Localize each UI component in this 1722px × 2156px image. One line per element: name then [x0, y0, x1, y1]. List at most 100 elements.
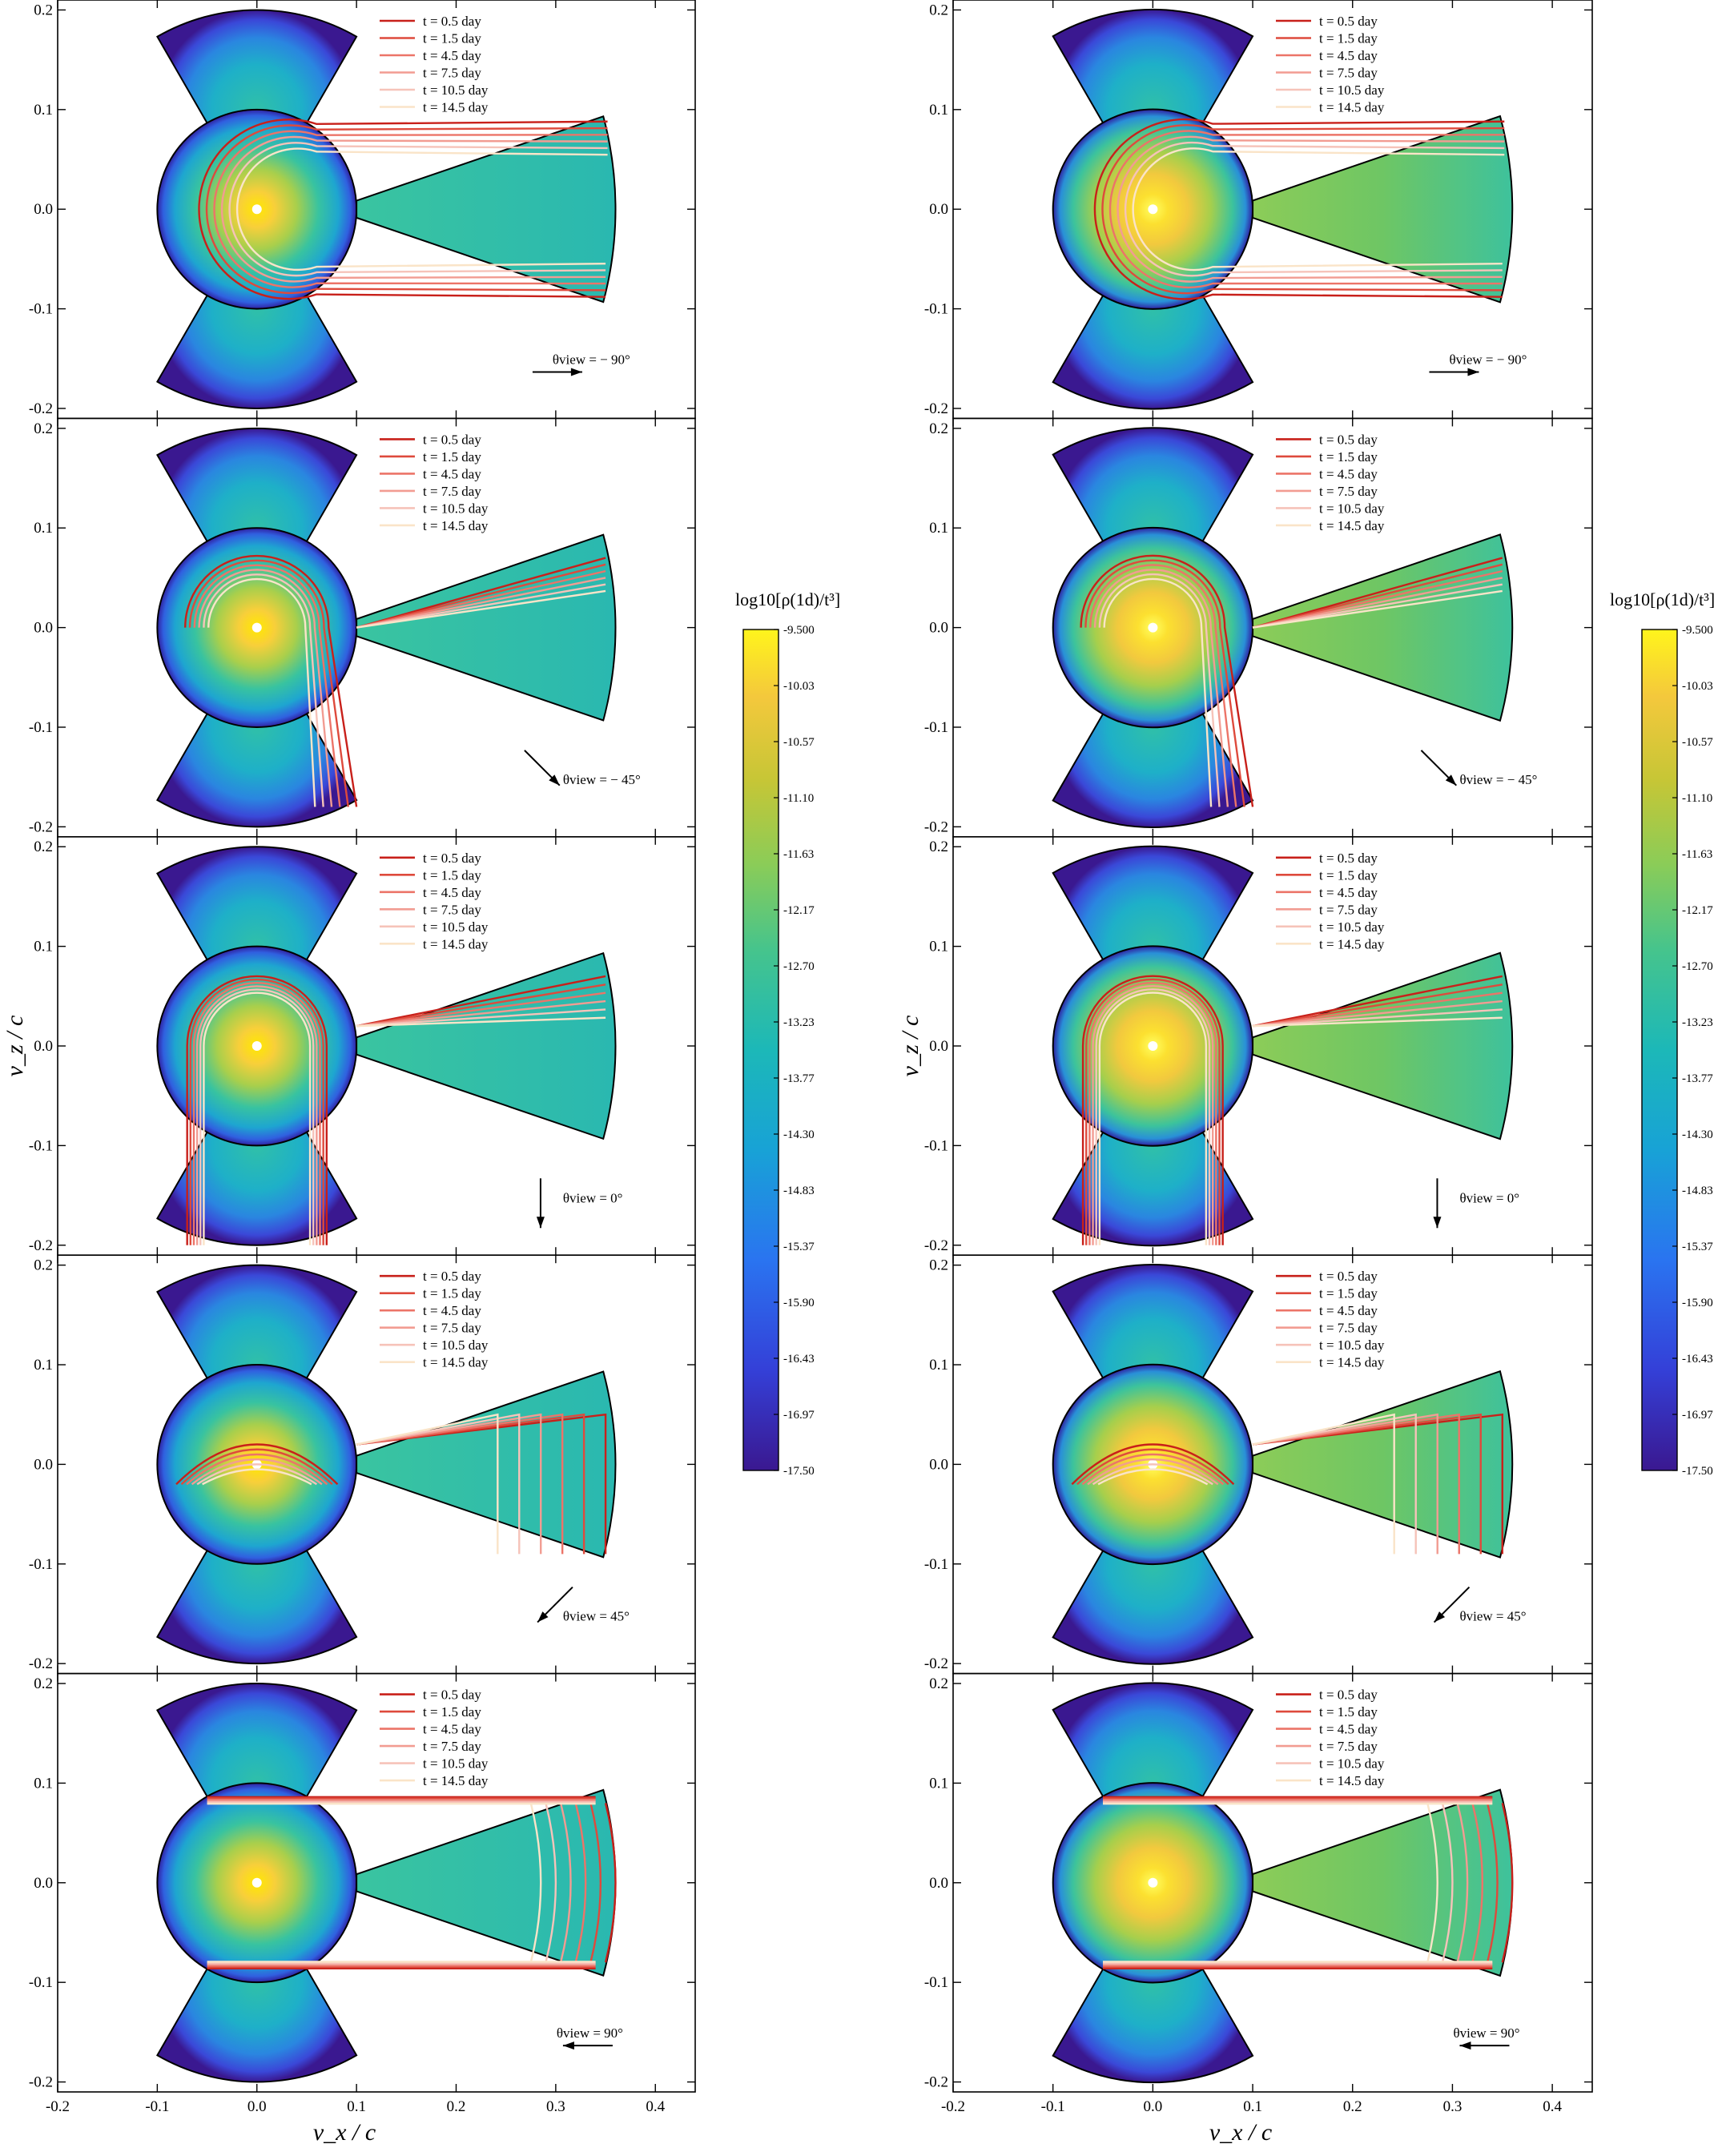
contour-3 [186, 1413, 564, 1555]
core-center [1148, 204, 1158, 215]
colorbar-tick-label: -11.10 [1682, 792, 1712, 805]
contour-2 [1076, 1413, 1482, 1555]
y-tick-label: 0.0 [929, 1038, 948, 1055]
y-tick-label: 0.0 [34, 1456, 53, 1473]
legend-label-5: t = 10.5 day [1319, 501, 1385, 516]
contour-4 [191, 1413, 542, 1555]
contour-3 [1088, 982, 1503, 1245]
disk-wedge [1252, 1788, 1514, 1977]
legend-label-1: t = 0.5 day [423, 1687, 481, 1703]
contour-3 [1108, 130, 1505, 289]
y-tick-label: 0.0 [929, 1875, 948, 1892]
colorbar-tick-label: -10.03 [783, 680, 815, 693]
contour-2 [207, 1797, 601, 1969]
legend-label-4: t = 7.5 day [1319, 66, 1378, 81]
legend-label-4: t = 7.5 day [1319, 484, 1378, 499]
y-tick-label: -0.2 [29, 2074, 53, 2091]
x-tick-label: 0.3 [546, 2098, 565, 2115]
contour-5 [199, 988, 606, 1245]
y-tick-label: 0.1 [929, 520, 948, 537]
view-angle-label: θview = 90° [1453, 2025, 1519, 2041]
colorbar-tick-label: -12.17 [783, 904, 815, 917]
y-tick-label: 0.2 [34, 1675, 53, 1692]
contour-1 [186, 975, 606, 1245]
x-tick-label: 0.0 [1144, 2098, 1163, 2115]
colorbar-tick-label: -10.03 [1682, 680, 1713, 693]
legend-label-5: t = 10.5 day [423, 501, 489, 516]
y-tick-label: 0.0 [34, 1875, 53, 1892]
colorbar-tick-label: -10.57 [1682, 736, 1713, 749]
colorbar-tick-label: -12.70 [1682, 960, 1713, 973]
legend-label-2: t = 1.5 day [1319, 1704, 1378, 1720]
view-arrow-head [1445, 774, 1457, 786]
legend-label-3: t = 4.5 day [423, 466, 481, 481]
y-tick-label: 0.1 [34, 1775, 53, 1792]
y-tick-label: 0.0 [34, 620, 53, 637]
legend-label-1: t = 0.5 day [1319, 1269, 1378, 1284]
y-tick-label: 0.1 [929, 102, 948, 119]
legend-label-2: t = 1.5 day [423, 1286, 481, 1301]
panel-2-4: -0.2 -0.1 0.0 0.1 0.2 t = 0.5 day t = 1.5 day t… [924, 1254, 1593, 1675]
contour-4 [220, 135, 608, 283]
colorbar-tick-label: -13.23 [1682, 1016, 1713, 1029]
y-tick-label: -0.2 [924, 1655, 948, 1672]
legend-label-6: t = 14.5 day [1319, 936, 1385, 951]
x-tick-label: 0.0 [247, 2098, 267, 2115]
x-tick-label: -0.1 [1041, 2098, 1065, 2115]
legend-label-1: t = 0.5 day [1319, 432, 1378, 447]
colorbar-tick-label: -13.23 [783, 1016, 815, 1029]
contour-2 [188, 559, 606, 807]
contour-3 [213, 130, 608, 288]
contour-6 [1132, 147, 1505, 272]
contour-1 [184, 554, 606, 807]
y-tick-label: -0.1 [29, 1974, 53, 1991]
y-tick-label: -0.1 [924, 1137, 948, 1154]
contour-2 [205, 124, 608, 295]
core-center [251, 204, 262, 215]
contour-4 [1103, 1800, 1493, 1965]
legend-label-1: t = 0.5 day [423, 14, 481, 29]
legend-label-6: t = 14.5 day [423, 1773, 489, 1788]
disk-wedge [356, 1788, 617, 1977]
colorbar-tick-label: -16.97 [1682, 1409, 1713, 1422]
legend-label-3: t = 4.5 day [423, 48, 481, 63]
contour-6 [1103, 1802, 1493, 1963]
disk-wedge [1252, 115, 1514, 304]
legend-label-1: t = 0.5 day [423, 1269, 481, 1284]
core-center [1148, 1877, 1158, 1888]
view-arrow-head [1434, 1611, 1446, 1623]
colorbar-tick-label: -14.83 [1682, 1185, 1713, 1197]
colorbar-tick-label: -17.50 [1682, 1465, 1713, 1478]
panel-1-1: -0.2 -0.1 0.0 0.1 0.2 t = 0.5 day t = 1.5 day t… [29, 0, 696, 420]
contour-3 [1089, 564, 1503, 807]
x-tick-label: 0.4 [1543, 2098, 1562, 2115]
contour-1 [1080, 554, 1503, 807]
y-tick-label: -0.1 [29, 1556, 53, 1573]
contour-5 [1092, 1413, 1417, 1555]
y-tick-label: -0.2 [29, 1655, 53, 1672]
legend-label-5: t = 10.5 day [423, 82, 489, 98]
x-tick-label: 0.4 [646, 2098, 665, 2115]
contour-4 [198, 569, 606, 807]
colorbar-tick-label: -15.37 [783, 1241, 815, 1253]
legend-label-1: t = 0.5 day [423, 432, 481, 447]
view-arrow-head [1433, 1217, 1442, 1229]
contour-1 [207, 1796, 617, 1969]
y-tick-label: -0.2 [924, 400, 948, 417]
colorbar-label: log10[ρ(1d)/t³] [1610, 589, 1715, 609]
colorbar-1: log10[ρ(1d)/t³] -9.500 -10.03 -10.57 -11.10 -… [735, 589, 840, 1478]
legend-label-2: t = 1.5 day [1319, 31, 1378, 46]
y-tick-label: 0.2 [929, 1675, 948, 1692]
view-arrow-head [562, 2041, 574, 2050]
legend-label-1: t = 0.5 day [423, 851, 481, 866]
x-tick-label: 0.2 [447, 2098, 466, 2115]
contour-6 [207, 578, 606, 807]
colorbar-2: log10[ρ(1d)/t³] -9.500 -10.03 -10.57 -11.10 -… [1610, 589, 1715, 1478]
legend-label-1: t = 0.5 day [1319, 14, 1378, 29]
legend-label-3: t = 4.5 day [423, 1303, 481, 1318]
colorbar-tick-label: -16.43 [783, 1353, 815, 1366]
x-tick-label: 0.1 [347, 2098, 366, 2115]
colorbar-tick-label: -14.30 [783, 1128, 815, 1141]
